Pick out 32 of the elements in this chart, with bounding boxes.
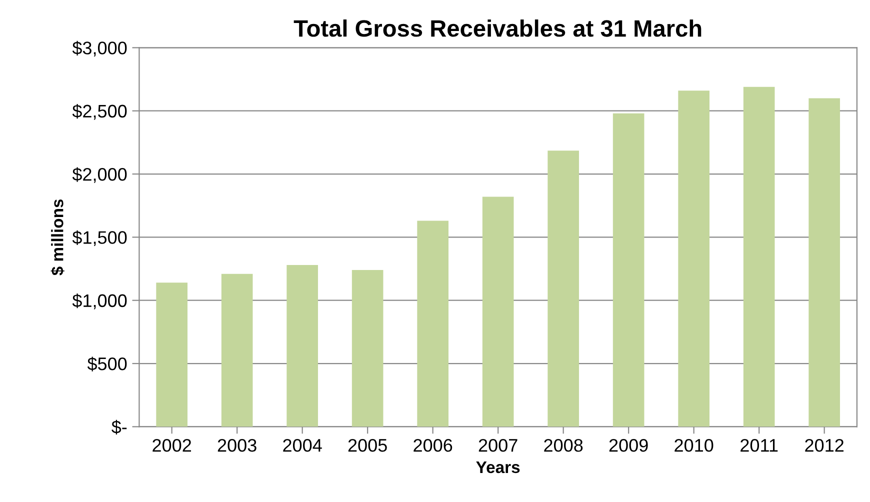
x-tick-label: 2009	[609, 438, 648, 452]
y-tick-label: $1,000	[72, 294, 127, 310]
bar	[156, 282, 188, 427]
x-tick-label: 2006	[414, 438, 452, 452]
bar	[548, 150, 579, 427]
y-tick-label: $2,000	[72, 167, 127, 183]
bar	[482, 196, 514, 427]
y-tick-label: $-	[112, 420, 127, 434]
y-tick-label: $3,000	[72, 40, 127, 57]
bar	[221, 274, 253, 427]
x-tick-label: 2003	[218, 438, 256, 452]
y-tick-label: $1,500	[72, 230, 127, 246]
chart-title: Total Gross Receivables at 31 March	[294, 19, 702, 37]
x-tick-label: 2002	[152, 438, 192, 452]
x-axis-title: Years	[476, 462, 520, 474]
x-tick-label: 2008	[544, 438, 583, 452]
bar	[417, 220, 448, 427]
y-axis-title: $ millions	[50, 199, 64, 276]
y-tick-label: $2,500	[72, 104, 127, 120]
x-tick-label: 2007	[478, 438, 518, 452]
x-tick-label: 2010	[674, 438, 714, 452]
bar	[808, 98, 840, 427]
bar	[743, 86, 775, 427]
bar	[286, 264, 318, 427]
x-tick-label: 2011	[740, 438, 778, 452]
x-tick-label: 2005	[348, 438, 387, 452]
bar	[612, 113, 644, 427]
bar	[678, 90, 710, 427]
bar	[352, 270, 384, 427]
x-tick-label: 2012	[805, 438, 844, 452]
x-tick-label: 2004	[283, 438, 322, 452]
y-tick-label: $500	[87, 356, 127, 372]
